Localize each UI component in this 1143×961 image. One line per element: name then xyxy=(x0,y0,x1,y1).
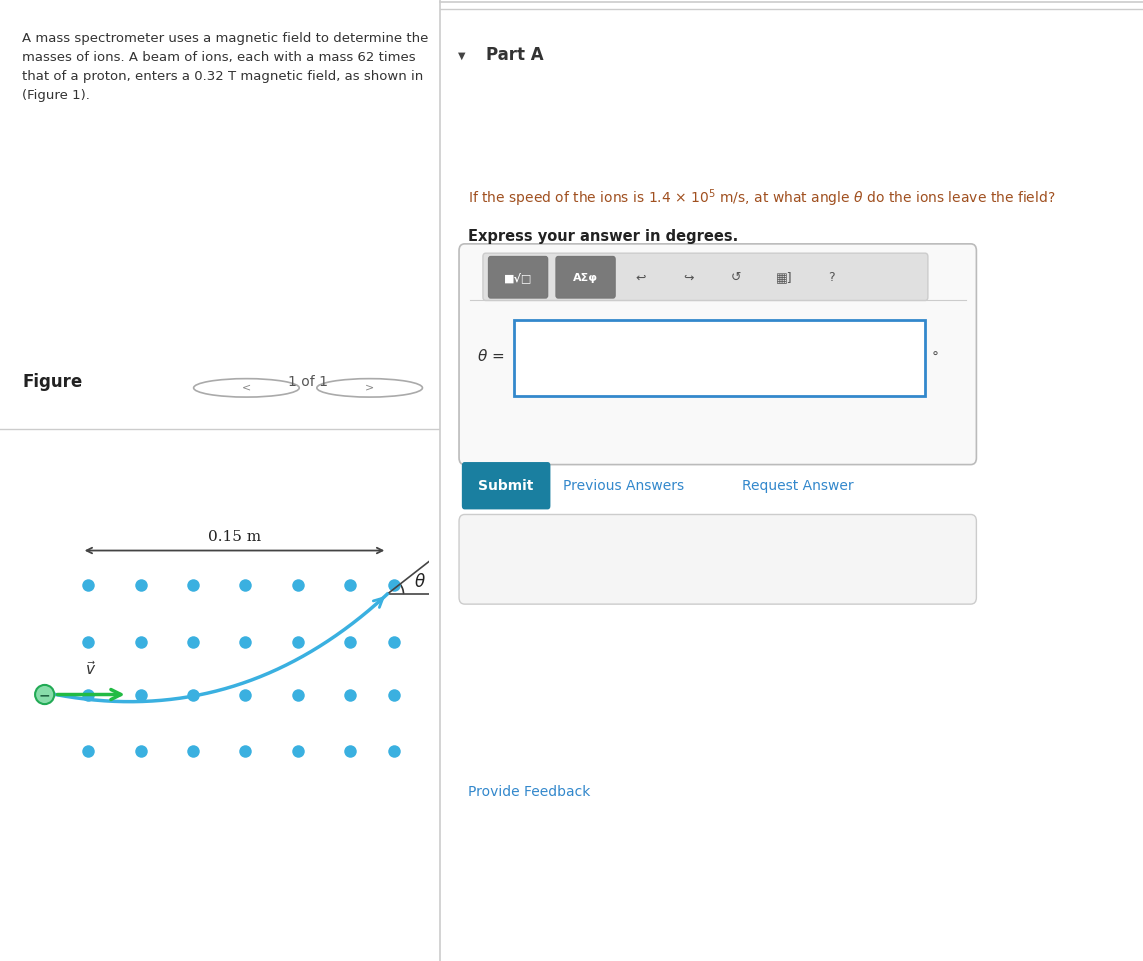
Text: ↺: ↺ xyxy=(730,271,742,284)
Text: ▼: ▼ xyxy=(457,50,465,61)
FancyBboxPatch shape xyxy=(488,257,547,298)
Text: ↪: ↪ xyxy=(684,271,694,284)
Bar xyxy=(514,320,925,396)
Text: ΑΣφ: ΑΣφ xyxy=(573,273,598,283)
Text: 1 of 1: 1 of 1 xyxy=(288,376,328,389)
Text: $\theta$: $\theta$ xyxy=(414,573,426,591)
Text: Previous Answers: Previous Answers xyxy=(563,479,685,493)
FancyBboxPatch shape xyxy=(462,462,551,509)
Text: ▦]: ▦] xyxy=(775,271,792,284)
Text: −: − xyxy=(39,688,50,702)
Text: ?: ? xyxy=(829,271,834,284)
Text: Part A: Part A xyxy=(486,46,543,64)
Circle shape xyxy=(35,685,54,704)
Text: Submit: Submit xyxy=(479,479,534,493)
Text: °: ° xyxy=(932,351,940,365)
FancyBboxPatch shape xyxy=(483,253,928,301)
FancyBboxPatch shape xyxy=(459,514,976,604)
Text: $\theta$ =: $\theta$ = xyxy=(477,348,504,364)
Text: ■√□: ■√□ xyxy=(504,272,533,283)
Text: Express your answer in degrees.: Express your answer in degrees. xyxy=(469,230,738,244)
Text: If the speed of the ions is 1.4 $\times$ 10$^5$ m/s, at what angle $\theta$ do t: If the speed of the ions is 1.4 $\times$… xyxy=(469,187,1056,209)
Text: ↩: ↩ xyxy=(636,271,646,284)
Text: A mass spectrometer uses a magnetic field to determine the
masses of ions. A bea: A mass spectrometer uses a magnetic fiel… xyxy=(22,33,429,102)
Text: Request Answer: Request Answer xyxy=(742,479,854,493)
Text: <: < xyxy=(242,382,251,393)
Text: >: > xyxy=(365,382,374,393)
Text: Figure: Figure xyxy=(22,374,82,391)
Text: Provide Feedback: Provide Feedback xyxy=(469,785,591,799)
Text: 0.15 m: 0.15 m xyxy=(208,530,261,544)
FancyBboxPatch shape xyxy=(555,257,615,298)
FancyBboxPatch shape xyxy=(459,244,976,464)
Text: $\vec{v}$: $\vec{v}$ xyxy=(85,660,96,678)
